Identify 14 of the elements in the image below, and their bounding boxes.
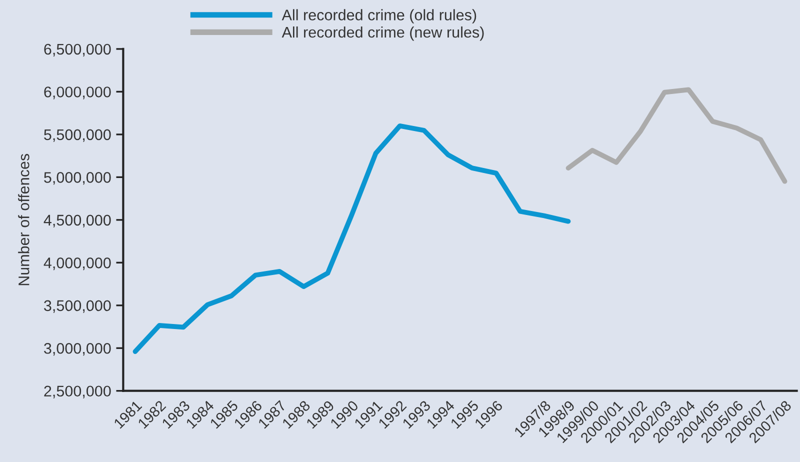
y-tick-label: 6,000,000 bbox=[44, 86, 111, 100]
line-series bbox=[566, 87, 788, 184]
y-axis-title: Number of offences bbox=[18, 154, 30, 286]
y-tick-label: 3,000,000 bbox=[44, 342, 111, 356]
y-tick-label: 6,500,000 bbox=[44, 44, 111, 56]
line-series bbox=[132, 123, 571, 354]
y-tick-label: 5,000,000 bbox=[44, 172, 111, 185]
legend-label: All recorded crime (old rules) bbox=[282, 9, 476, 24]
y-tick-label: 2,500,000 bbox=[44, 386, 111, 398]
y-tick-label: 4,000,000 bbox=[44, 258, 111, 270]
y-tick-label: 5,500,000 bbox=[44, 129, 111, 142]
y-tick-label: 4,500,000 bbox=[44, 214, 111, 228]
y-tick-label: 3,500,000 bbox=[44, 300, 111, 313]
legend-label: All recorded crime (new rules) bbox=[282, 26, 484, 41]
